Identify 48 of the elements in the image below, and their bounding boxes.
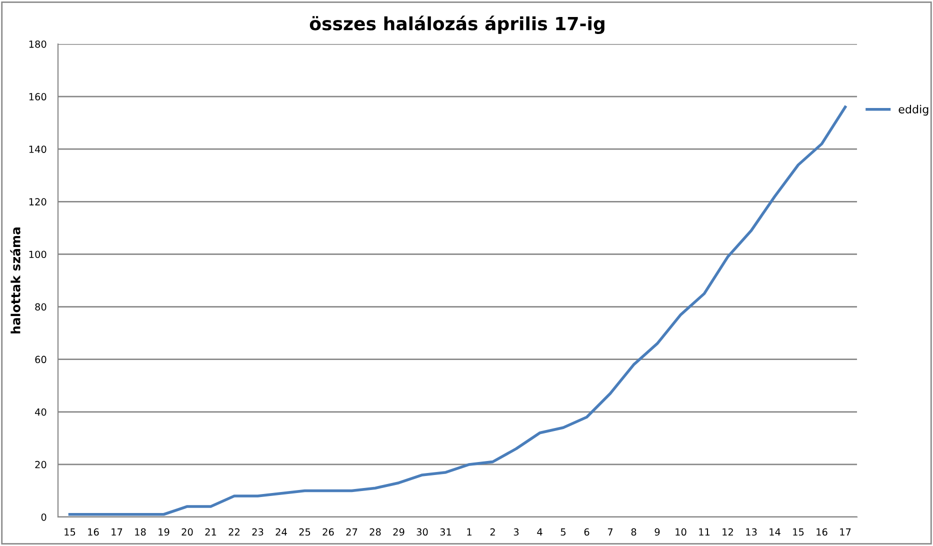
y-tick-label: 20 (35, 460, 46, 468)
x-tick-label: 12 (722, 528, 733, 536)
x-tick-label: 1 (467, 528, 472, 536)
x-tick-label: 28 (370, 528, 381, 536)
x-tick-label: 11 (699, 528, 710, 536)
x-tick-label: 16 (816, 528, 828, 536)
x-tick-label: 31 (440, 528, 452, 536)
y-tick-label: 40 (34, 408, 46, 416)
y-tick-label: 0 (41, 513, 46, 521)
x-tick-label: 24 (276, 528, 287, 536)
y-tick-label: 60 (35, 356, 46, 364)
line-series (68, 106, 847, 516)
x-tick-label: 22 (228, 528, 240, 536)
y-tick-label: 100 (29, 250, 46, 258)
x-tick-label: 21 (205, 528, 216, 536)
y-axis-title: halottak száma (10, 228, 20, 334)
x-tick-label: 5 (560, 528, 566, 536)
x-tick-label: 2 (490, 528, 495, 536)
y-tick-label: 180 (29, 40, 46, 48)
x-tick-label: 23 (252, 528, 264, 536)
x-tick-label: 20 (182, 528, 193, 536)
y-tick-label: 120 (29, 198, 46, 206)
x-tick-label: 15 (793, 528, 804, 536)
x-tick-label: 17 (840, 528, 851, 536)
x-tick-label: 19 (158, 528, 170, 536)
y-tick-label: 80 (35, 303, 46, 311)
x-tick-label: 17 (112, 528, 122, 536)
x-tick-label: 27 (346, 528, 358, 536)
legend-label: eddig (898, 104, 928, 116)
x-tick-label: 29 (393, 528, 404, 536)
x-tick-label: 16 (88, 528, 99, 536)
x-tick-label: 18 (135, 528, 146, 536)
x-tick-label: 25 (299, 528, 310, 536)
x-tick-label: 13 (746, 528, 757, 536)
x-tick-label: 7 (608, 528, 613, 536)
y-tick-label: 140 (29, 146, 46, 153)
y-tick-label: 160 (29, 93, 46, 100)
chart-title: összes halálozás április 17-ig (310, 16, 604, 34)
x-tick-label: 15 (64, 528, 76, 536)
x-tick-label: 3 (514, 528, 519, 536)
x-tick-label: 14 (770, 528, 780, 536)
x-tick-label: 6 (584, 528, 590, 536)
x-tick-label: 30 (416, 528, 428, 536)
x-tick-label: 9 (654, 528, 660, 536)
x-tick-label: 8 (631, 528, 636, 536)
x-tick-label: 10 (676, 528, 686, 536)
x-tick-label: 4 (537, 528, 542, 536)
x-tick-label: 26 (322, 528, 334, 536)
